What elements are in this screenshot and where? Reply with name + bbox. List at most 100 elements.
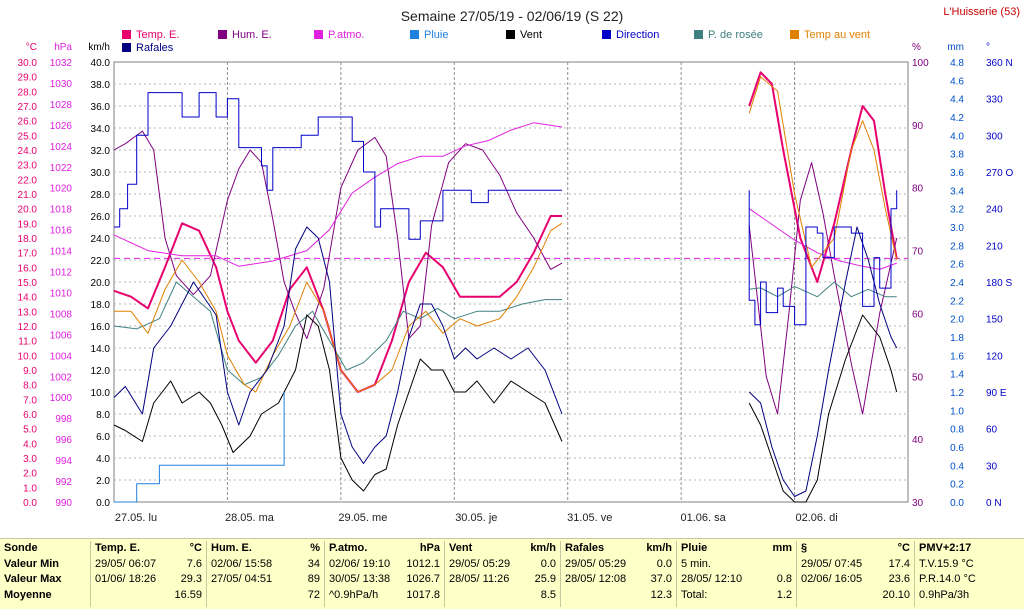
summary-cell-value: 34 <box>307 557 320 570</box>
summary-cell-label: PMV+2:17 <box>919 542 972 554</box>
legend-item: Rafales <box>122 42 174 54</box>
summary-cell-label: Moyenne <box>4 588 52 601</box>
press-tick-label: 1012 <box>50 268 73 279</box>
summary-row: 29/05/ 07:45 17.4 <box>801 557 910 573</box>
legend-label: Hum. E. <box>232 29 272 41</box>
summary-cell-label: 02/06/ 19:10 <box>329 557 391 570</box>
series-line-vent <box>748 314 898 503</box>
summary-header: Pluie mm <box>681 541 792 557</box>
summary-cell-value: hPa <box>419 542 440 554</box>
summary-cell-value: 37.0 <box>650 573 672 585</box>
hum-tick-label: 70 <box>912 247 924 258</box>
plot-grid <box>113 61 909 503</box>
legend-swatch <box>410 30 419 39</box>
legend-swatch <box>602 30 611 39</box>
summary-header: § °C <box>801 541 910 557</box>
wind-tick-label: 24.0 <box>91 234 111 245</box>
summary-cell-value: 89 <box>307 573 320 585</box>
summary-cell-value: mm <box>772 542 792 554</box>
summary-cell-label: 30/05/ 13:38 <box>329 573 391 585</box>
legend-label: Direction <box>616 29 659 41</box>
summary-cell-label: 29/05/ 06:07 <box>95 557 157 570</box>
rain-tick-label: 4.8 <box>950 58 964 69</box>
summary-column: Vent km/h 29/05/ 05:29 0.0 28/05/ 11:26 25.9 8… <box>444 541 560 607</box>
temp-tick-label: 26.0 <box>18 117 38 128</box>
temp-tick-label: 17.0 <box>18 249 38 260</box>
temp-tick-label: 22.0 <box>18 175 38 186</box>
summary-cell-value: 20.10 <box>882 588 910 601</box>
summary-cell-value: 1026.7 <box>406 573 440 585</box>
summary-row: 28/05/ 11:26 25.9 <box>449 572 556 588</box>
wind-tick-label: 10.0 <box>91 388 111 399</box>
series-line-direction <box>748 190 898 326</box>
series-line-p-atmo- <box>113 122 563 267</box>
temp-tick-label: 27.0 <box>18 102 38 113</box>
rain-tick-label: 0.8 <box>950 425 964 436</box>
series-line-temp-e- <box>748 71 898 283</box>
hum-tick-label: 40 <box>912 435 924 446</box>
legend-item: Vent <box>506 29 542 41</box>
summary-cell-label: 5 min. <box>681 557 711 570</box>
legend-label: Rafales <box>136 42 174 54</box>
dir-tick-label: 240 <box>986 205 1003 216</box>
summary-header: Vent km/h <box>449 541 556 557</box>
wind-tick-label: 4.0 <box>96 454 110 465</box>
summary-row: Valeur Max <box>4 572 86 588</box>
summary-header: Hum. E.% <box>211 541 320 557</box>
summary-cell-label: Hum. E. <box>211 542 252 554</box>
summary-cell-value: 29.3 <box>180 573 202 585</box>
summary-cell-value: 0.0 <box>540 557 556 570</box>
summary-cell-value: km/h <box>646 542 672 554</box>
rain-tick-label: 0.4 <box>950 461 964 472</box>
wind-tick-label: 6.0 <box>96 432 110 443</box>
summary-cell-label: P.R.14.0 °C <box>919 573 976 585</box>
rain-tick-label: 2.8 <box>950 241 964 252</box>
press-tick-label: 1008 <box>50 309 73 320</box>
press-tick-label: 1018 <box>50 205 73 216</box>
legend-item: Temp au vent <box>790 29 870 41</box>
day-label: 28.05. ma <box>225 512 275 524</box>
summary-cell-label: Vent <box>449 542 473 554</box>
summary-cell-label: Valeur Min <box>4 557 60 570</box>
summary-column: PMV+2:17 T.V.15.9 °C P.R.14.0 °C 0.9hPa/3h <box>914 541 1024 607</box>
legend-label: P.atmo. <box>328 29 365 41</box>
summary-cell-value: km/h <box>530 542 556 554</box>
series-line-rafales <box>113 226 563 464</box>
hum-tick-label: 30 <box>912 498 924 509</box>
summary-cell-value: 12.3 <box>650 588 672 601</box>
temp-tick-label: 25.0 <box>18 131 38 142</box>
series-line-hum-e- <box>748 162 898 415</box>
press-tick-label: 1014 <box>50 247 73 258</box>
summary-row: 02/06/ 16:05 23.6 <box>801 572 910 588</box>
summary-cell-label: 28/05/ 12:10 <box>681 573 743 585</box>
summary-cell-label: 28/05/ 12:08 <box>565 573 627 585</box>
summary-row: 29/05/ 06:07 7.6 <box>95 557 202 573</box>
temp-tick-label: 16.0 <box>18 263 38 274</box>
temp-tick-label: 2.0 <box>23 469 37 480</box>
dir-tick-label: 210 <box>986 241 1003 252</box>
summary-column: Hum. E.% 02/06/ 15:58 34 27/05/ 04:51 89 72 <box>206 541 324 607</box>
dir-tick-label: 120 <box>986 351 1003 362</box>
summary-row: P.R.14.0 °C <box>919 572 1020 588</box>
series-line-p-de-ros-e <box>113 281 562 386</box>
summary-cell-value: 1017.8 <box>406 588 440 601</box>
rain-tick-label: 2.2 <box>950 296 964 307</box>
temp-tick-label: 13.0 <box>18 307 38 318</box>
wind-unit: km/h <box>88 42 110 53</box>
legend-item: Temp. E. <box>122 29 179 41</box>
summary-cell-value: 23.6 <box>888 573 910 585</box>
legend-label: Vent <box>520 29 542 41</box>
day-label: 27.05. lu <box>115 512 157 524</box>
dir-tick-label: 180 S <box>986 278 1012 289</box>
summary-row: 01/06/ 18:26 29.3 <box>95 572 202 588</box>
rain-tick-label: 0.2 <box>950 480 964 491</box>
wind-tick-label: 2.0 <box>96 476 110 487</box>
temp-tick-label: 19.0 <box>18 219 38 230</box>
press-unit: hPa <box>54 42 72 53</box>
summary-row: Valeur Min <box>4 557 86 573</box>
legend-swatch <box>506 30 515 39</box>
wind-tick-label: 20.0 <box>91 278 111 289</box>
temp-tick-label: 29.0 <box>18 73 38 84</box>
summary-cell-value: 16.59 <box>174 588 202 601</box>
rain-tick-label: 3.2 <box>950 205 964 216</box>
